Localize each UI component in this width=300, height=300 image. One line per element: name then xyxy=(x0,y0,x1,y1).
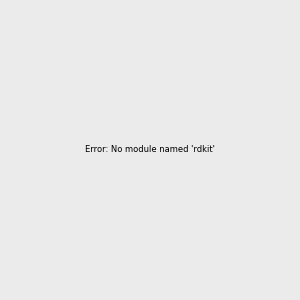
Text: Error: No module named 'rdkit': Error: No module named 'rdkit' xyxy=(85,146,215,154)
